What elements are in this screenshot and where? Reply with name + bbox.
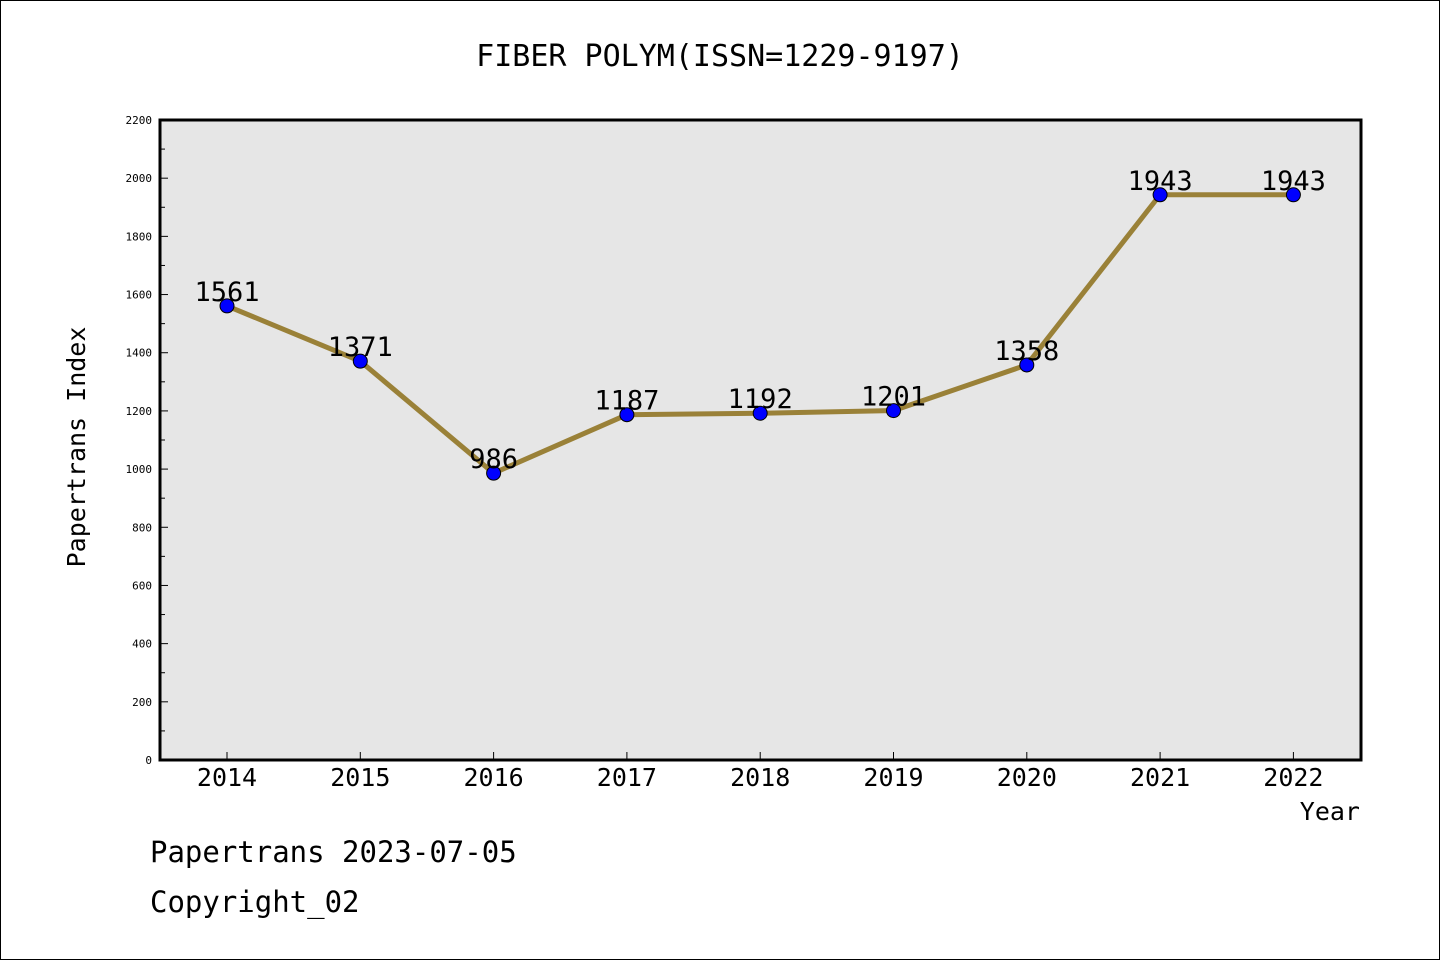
x-tick-label: 2022 xyxy=(1263,763,1323,792)
data-label: 1943 xyxy=(1128,166,1193,197)
y-axis-label: Papertrans Index xyxy=(62,327,91,568)
y-tick-label: 2200 xyxy=(126,114,153,127)
x-tick-label: 2020 xyxy=(997,763,1057,792)
x-tick-label: 2015 xyxy=(330,763,390,792)
y-tick-label: 1200 xyxy=(126,405,153,418)
x-axis: 2014 2015 2016 2017 2018 2019 2020 2021 2022 xyxy=(197,752,1324,792)
x-tick-label: 2021 xyxy=(1130,763,1190,792)
data-label: 1192 xyxy=(728,384,793,415)
data-point xyxy=(486,465,502,481)
data-point xyxy=(619,407,635,423)
y-tick-label: 1400 xyxy=(126,347,153,360)
y-tick-label: 2000 xyxy=(126,172,153,185)
data-point xyxy=(1152,187,1168,203)
y-tick-label: 400 xyxy=(132,638,152,651)
data-label: 1943 xyxy=(1261,166,1326,197)
data-point xyxy=(1285,187,1301,203)
series-markers xyxy=(219,187,1301,481)
data-point xyxy=(219,298,235,314)
y-axis: 0 200 400 600 800 1000 1200 1400 1600 1800 2000 220… xyxy=(126,114,168,767)
y-tick-label: 600 xyxy=(132,579,152,592)
footer-copyright: Copyright_02 xyxy=(150,885,360,919)
data-label: 1561 xyxy=(194,277,259,308)
x-tick-label: 2016 xyxy=(463,763,523,792)
plot-area xyxy=(158,118,1363,762)
y-tick-label: 0 xyxy=(145,754,152,767)
data-label: 1187 xyxy=(594,386,659,417)
x-axis-label: Year xyxy=(1300,797,1360,826)
y-tick-label: 200 xyxy=(132,696,152,709)
data-label: 1358 xyxy=(994,336,1059,367)
y-tick-label: 1600 xyxy=(126,289,153,302)
x-tick-label: 2019 xyxy=(863,763,923,792)
y-tick-label: 800 xyxy=(132,521,152,534)
data-point xyxy=(752,405,768,421)
data-label: 1371 xyxy=(328,332,393,363)
data-point xyxy=(352,353,368,369)
data-point xyxy=(886,403,901,419)
data-label: 986 xyxy=(469,444,518,475)
x-tick-label: 2014 xyxy=(197,763,257,792)
x-tick-label: 2018 xyxy=(730,763,790,792)
data-label: 1201 xyxy=(861,382,926,413)
data-labels: 1561 1371 986 1187 1192 1201 1358 1943 1943 xyxy=(194,166,1325,475)
y-tick-label: 1000 xyxy=(126,463,153,476)
footer-date: Papertrans 2023-07-05 xyxy=(150,835,517,869)
chart-title: FIBER POLYM(ISSN=1229-9197) xyxy=(476,39,964,74)
x-tick-label: 2017 xyxy=(597,763,657,792)
data-point xyxy=(1019,357,1035,373)
y-tick-label: 1800 xyxy=(126,230,153,243)
